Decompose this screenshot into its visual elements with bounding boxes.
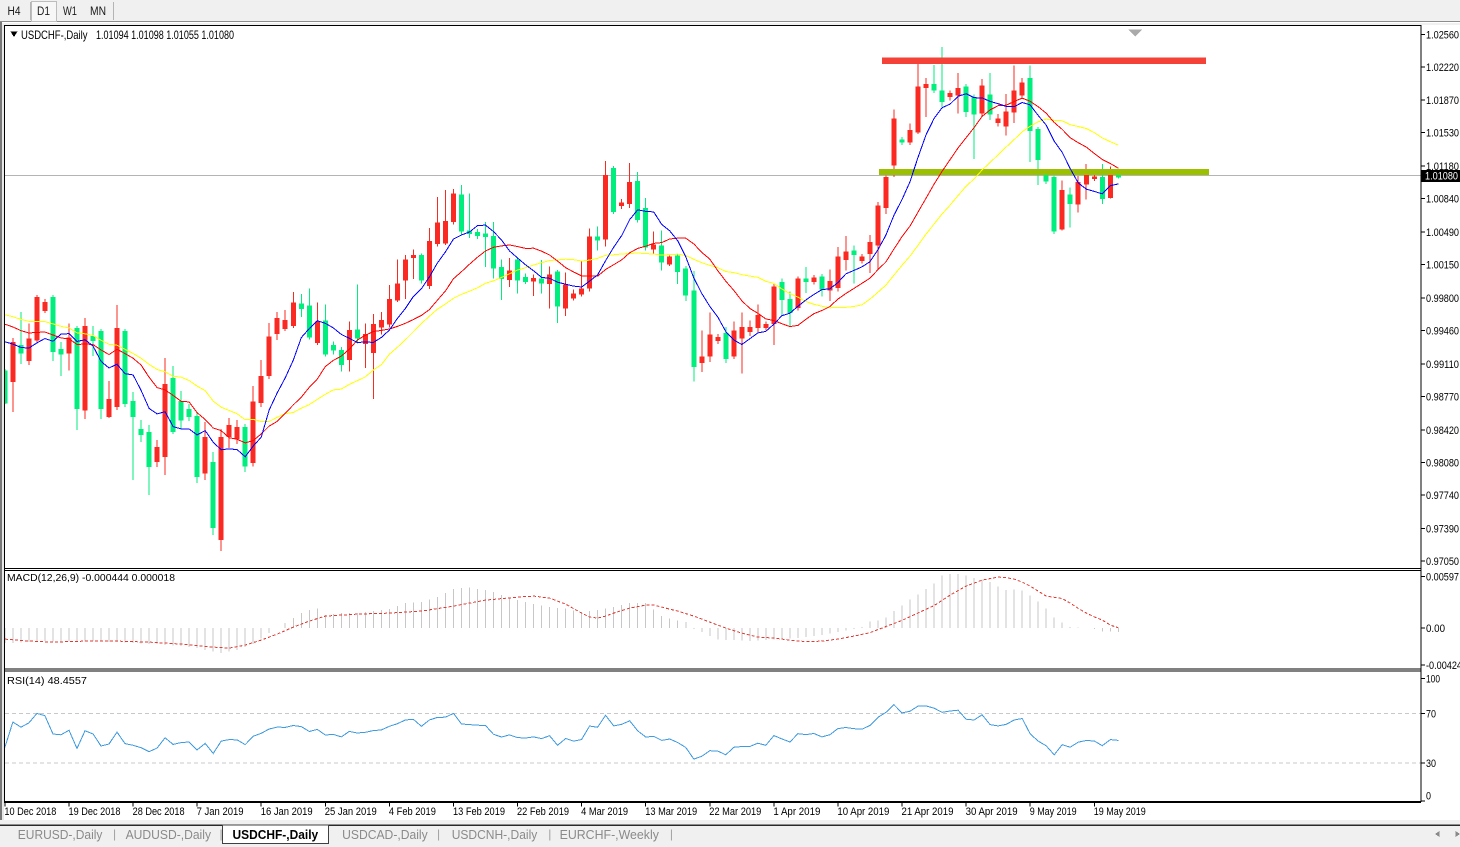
svg-text:0.98080: 0.98080 — [1426, 458, 1459, 470]
svg-text:1.01530: 1.01530 — [1426, 128, 1459, 140]
svg-text:1.02560: 1.02560 — [1426, 29, 1459, 41]
svg-text:MACD(12,26,9) -0.000444 0.0000: MACD(12,26,9) -0.000444 0.000018 — [7, 572, 175, 584]
svg-text:22 Mar 2019: 22 Mar 2019 — [709, 806, 761, 818]
svg-text:10 Apr 2019: 10 Apr 2019 — [837, 806, 889, 818]
svg-text:0.98770: 0.98770 — [1426, 392, 1459, 404]
svg-text:USDCNH-,Daily: USDCNH-,Daily — [452, 827, 538, 842]
svg-text:28 Dec 2018: 28 Dec 2018 — [133, 806, 185, 818]
svg-text:22 Feb 2019: 22 Feb 2019 — [517, 806, 569, 818]
svg-text:RSI(14) 48.4557: RSI(14) 48.4557 — [7, 675, 87, 687]
svg-text:1.00840: 1.00840 — [1426, 194, 1459, 206]
svg-text:W1: W1 — [63, 6, 77, 18]
svg-text:16 Jan 2019: 16 Jan 2019 — [261, 806, 313, 818]
svg-text:|: | — [548, 827, 551, 841]
svg-text:|: | — [113, 827, 116, 841]
svg-text:0.00: 0.00 — [1426, 623, 1445, 635]
svg-text:0.97050: 0.97050 — [1426, 556, 1459, 568]
svg-text:19 May 2019: 19 May 2019 — [1094, 806, 1146, 818]
svg-text:1.02220: 1.02220 — [1426, 62, 1459, 74]
svg-text:EURUSD-,Daily: EURUSD-,Daily — [18, 827, 103, 842]
svg-text:0.00597: 0.00597 — [1426, 571, 1459, 583]
svg-text:13 Feb 2019: 13 Feb 2019 — [453, 806, 505, 818]
svg-text:0.97740: 0.97740 — [1426, 490, 1459, 502]
svg-text:H4: H4 — [8, 6, 22, 18]
svg-text:MN: MN — [90, 6, 106, 18]
svg-text:25 Jan 2019: 25 Jan 2019 — [325, 806, 377, 818]
svg-text:30 Apr 2019: 30 Apr 2019 — [966, 806, 1018, 818]
svg-text:9 May 2019: 9 May 2019 — [1030, 806, 1077, 818]
svg-text:0.99460: 0.99460 — [1426, 326, 1459, 338]
svg-text:0.99800: 0.99800 — [1426, 293, 1459, 305]
svg-text:0.97390: 0.97390 — [1426, 523, 1459, 535]
svg-text:1.00150: 1.00150 — [1426, 260, 1459, 272]
svg-text:USDCHF-,Daily: USDCHF-,Daily — [21, 28, 88, 42]
svg-text:30: 30 — [1426, 758, 1436, 770]
svg-text:13 Mar 2019: 13 Mar 2019 — [645, 806, 697, 818]
svg-text:USDCAD-,Daily: USDCAD-,Daily — [342, 827, 428, 842]
svg-text:0.99110: 0.99110 — [1426, 359, 1459, 371]
svg-text:1 Apr 2019: 1 Apr 2019 — [773, 806, 820, 818]
svg-text:AUDUSD-,Daily: AUDUSD-,Daily — [126, 827, 212, 842]
svg-text:0.98420: 0.98420 — [1426, 425, 1459, 437]
svg-text:19 Dec 2018: 19 Dec 2018 — [69, 806, 121, 818]
svg-text:EURCHF-,Weekly: EURCHF-,Weekly — [560, 827, 660, 842]
svg-text:1.01094 1.01098 1.01055 1.0108: 1.01094 1.01098 1.01055 1.01080 — [96, 28, 234, 42]
svg-text:4 Feb 2019: 4 Feb 2019 — [389, 806, 436, 818]
svg-text:70: 70 — [1426, 709, 1436, 721]
svg-text:1.01080: 1.01080 — [1425, 171, 1458, 183]
svg-text:USDCHF-,Daily: USDCHF-,Daily — [233, 827, 319, 842]
svg-text:4 Mar 2019: 4 Mar 2019 — [581, 806, 628, 818]
svg-text:-0.00424: -0.00424 — [1426, 660, 1460, 672]
svg-text:|: | — [437, 827, 440, 841]
svg-text:1.01870: 1.01870 — [1426, 95, 1459, 107]
svg-text:|: | — [220, 827, 223, 841]
svg-text:1.00490: 1.00490 — [1426, 227, 1459, 239]
svg-text:100: 100 — [1426, 673, 1440, 685]
svg-text:0: 0 — [1426, 791, 1431, 803]
svg-text:D1: D1 — [37, 6, 50, 18]
svg-text:21 Apr 2019: 21 Apr 2019 — [902, 806, 954, 818]
svg-text:10 Dec 2018: 10 Dec 2018 — [4, 806, 56, 818]
svg-text:|: | — [670, 827, 673, 841]
svg-text:7 Jan 2019: 7 Jan 2019 — [197, 806, 244, 818]
